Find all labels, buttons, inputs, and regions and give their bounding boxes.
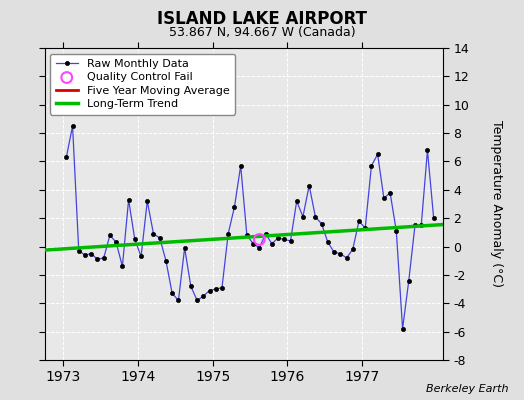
Raw Monthly Data — [176, 298, 182, 303]
Raw Monthly Data — [132, 237, 138, 242]
Quality Control Fail — [255, 236, 264, 243]
Raw Monthly Data — [194, 298, 200, 303]
Raw Monthly Data — [399, 326, 406, 331]
Raw Monthly Data — [431, 216, 437, 220]
Legend: Raw Monthly Data, Quality Control Fail, Five Year Moving Average, Long-Term Tren: Raw Monthly Data, Quality Control Fail, … — [50, 54, 235, 115]
Raw Monthly Data — [63, 155, 70, 160]
Text: ISLAND LAKE AIRPORT: ISLAND LAKE AIRPORT — [157, 10, 367, 28]
Raw Monthly Data — [300, 214, 306, 219]
Raw Monthly Data — [188, 284, 194, 289]
Raw Monthly Data — [163, 258, 169, 263]
Text: Berkeley Earth: Berkeley Earth — [426, 384, 508, 394]
Raw Monthly Data — [69, 124, 75, 128]
Line: Raw Monthly Data: Raw Monthly Data — [64, 124, 436, 331]
Text: 53.867 N, 94.667 W (Canada): 53.867 N, 94.667 W (Canada) — [169, 26, 355, 39]
Y-axis label: Temperature Anomaly (°C): Temperature Anomaly (°C) — [490, 120, 503, 288]
